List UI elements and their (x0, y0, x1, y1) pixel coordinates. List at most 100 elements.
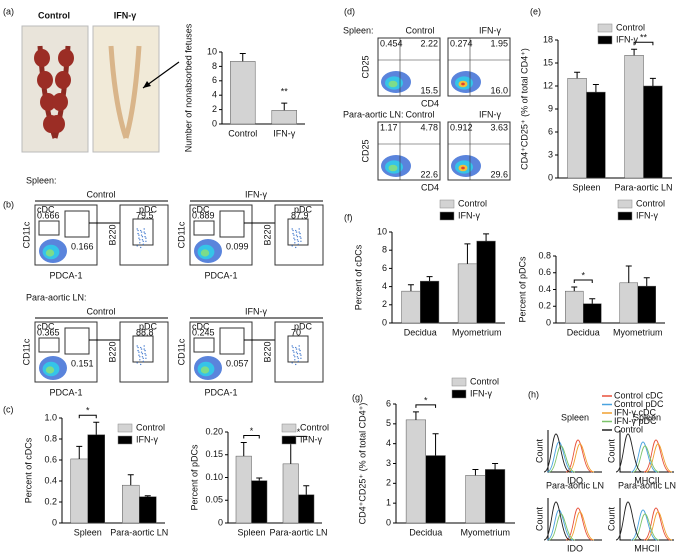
flow-event (139, 356, 141, 358)
histogram-curve (543, 433, 571, 473)
flow-event (298, 348, 300, 350)
error-bar (239, 52, 246, 62)
y-tick-label: 0 (386, 517, 391, 527)
panel-letter: (c) (3, 404, 14, 414)
tissue-label: Spleen: (343, 25, 374, 35)
flow-event (142, 357, 145, 360)
gate (219, 327, 245, 355)
gate (193, 337, 215, 353)
bar (251, 480, 268, 524)
y-tick-label: 0.15 (205, 449, 223, 459)
flow-event (296, 235, 299, 238)
error-bar (256, 477, 263, 481)
y-axis-label: Percent of pDCs (517, 256, 527, 323)
error-bar (472, 468, 479, 476)
plot-title: Para-aortic LN (618, 480, 676, 490)
y-tick-label: 0.4 (538, 284, 551, 294)
flow-event (137, 346, 139, 349)
flow-event (141, 356, 144, 358)
bar (298, 494, 315, 524)
y-tick-label: 18 (543, 34, 553, 44)
gate-value: 0.889 (192, 210, 215, 220)
flow-plot (119, 321, 169, 383)
flow-event (138, 237, 140, 239)
flow-event (138, 351, 140, 353)
flow-event (137, 349, 139, 352)
flow-event (297, 240, 300, 243)
error-bar (631, 48, 638, 56)
bar (476, 240, 496, 324)
flow-event (294, 359, 296, 361)
condition-label: IFN-γ (245, 189, 267, 199)
flow-event (293, 234, 295, 236)
x-axis-label: MHCII (634, 543, 660, 553)
gate (219, 210, 245, 238)
flow-event (294, 242, 296, 244)
y-tick-label: 0.2 (44, 496, 57, 506)
bar (271, 110, 297, 125)
legend-label: IFN-γ (470, 388, 492, 398)
bar (282, 463, 299, 524)
gate (64, 210, 90, 238)
histogram-curve (567, 511, 595, 541)
flow-event (143, 348, 145, 350)
error-bar (571, 286, 578, 292)
flow-event (140, 234, 143, 236)
y-tick-label: 0.05 (205, 495, 223, 505)
y-tick-label: 0.8 (44, 433, 57, 443)
flow-event (143, 231, 145, 233)
error-bar (93, 421, 100, 435)
histogram-curve (645, 511, 673, 541)
histogram-curve (543, 501, 571, 541)
error-bar (412, 411, 419, 420)
y-axis-label: CD4⁺CD25⁺ (% of total CD4⁺) (519, 48, 529, 170)
flow-event (145, 237, 147, 239)
flow-event (140, 231, 143, 233)
y-tick-label: 0.6 (538, 267, 551, 277)
legend-label: IFN-γ (300, 434, 322, 444)
flow-event (292, 349, 294, 352)
x-tick-label: Decidua (404, 327, 437, 337)
condition-label: Control (86, 306, 115, 316)
condition-label: Control (405, 25, 434, 35)
flow-event (298, 228, 300, 230)
flow-event (295, 348, 298, 350)
flow-event (300, 354, 302, 356)
flow-event (299, 232, 301, 235)
bar (565, 290, 584, 324)
flow-event (139, 359, 141, 361)
fetus (55, 71, 71, 89)
bar (637, 285, 656, 324)
quadrant-value: 16.0 (490, 85, 508, 95)
legend-label: IFN-γ (636, 210, 658, 220)
quadrant-value: 22.6 (420, 169, 438, 179)
y-tick-label: 2 (386, 478, 391, 488)
x-tick-label: Decidua (409, 527, 442, 537)
gate-name: cDC (192, 321, 210, 331)
bar (485, 469, 506, 524)
legend-swatch (617, 199, 633, 209)
panel-letter: (b) (3, 199, 14, 209)
x-tick-label: Para-aortic LN (110, 527, 168, 537)
y-tick-label: 0 (52, 517, 57, 527)
plot-title: Spleen (561, 412, 589, 422)
flow-event (294, 246, 297, 249)
x-axis-label: PDCA-1 (49, 387, 82, 397)
flow-event (299, 352, 301, 355)
y-axis-label: Count (534, 439, 544, 464)
bar (122, 484, 140, 524)
quadrant-value: 4.78 (420, 122, 438, 132)
significance-mark: ** (640, 33, 648, 43)
legend-label: Control cDC (614, 390, 664, 400)
quadrant-value: 0.274 (450, 38, 473, 48)
legend-label: Control (616, 22, 645, 32)
y-axis-label: CD25 (360, 55, 370, 78)
gate-value: 0.057 (226, 358, 249, 368)
flow-event (136, 345, 138, 347)
flow-event (142, 243, 145, 246)
gate-value: 88.8 (136, 327, 154, 337)
gate-value: 79.5 (136, 210, 154, 220)
flow-event (141, 352, 144, 355)
flow-event (291, 228, 293, 230)
